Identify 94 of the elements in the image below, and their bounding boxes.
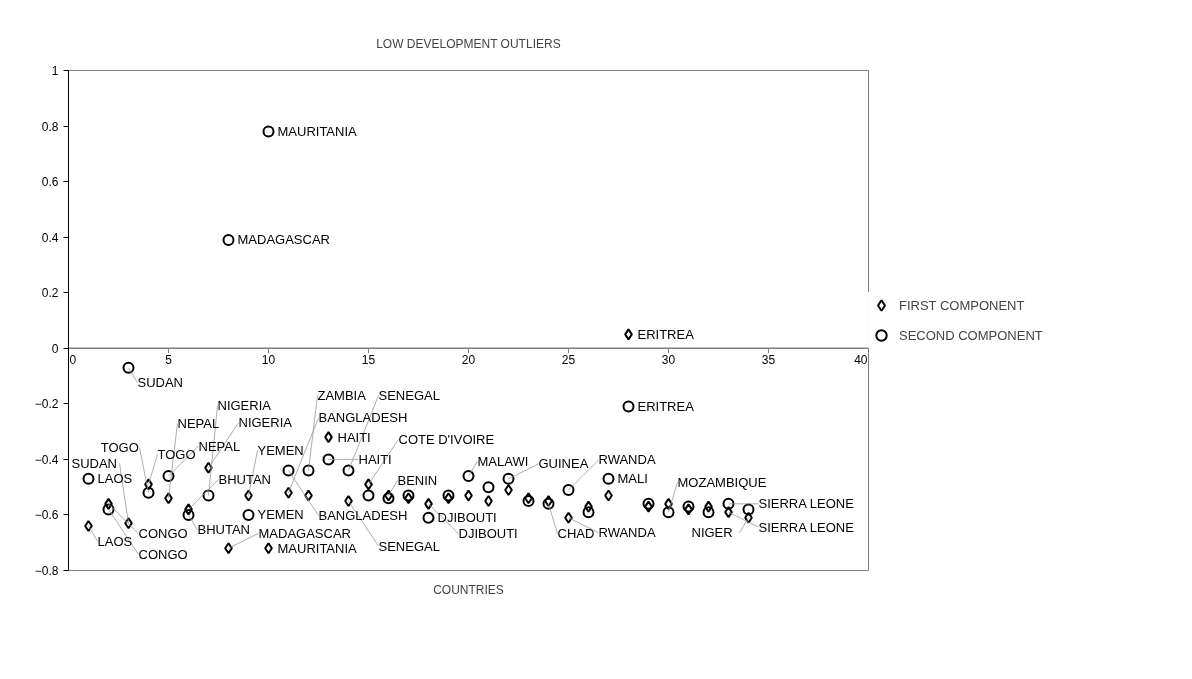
chart-title: LOW DEVELOPMENT OUTLIERS (376, 36, 561, 51)
annotation: ERITREA (637, 399, 695, 415)
point (562, 483, 575, 496)
point (202, 489, 215, 502)
annotation: SIERRA LEONE (758, 496, 855, 512)
point (362, 489, 375, 502)
annotation: YEMEN (257, 443, 304, 458)
annotation: CONGO (138, 546, 188, 562)
annotation: MALAWI (477, 453, 529, 469)
point (222, 233, 235, 246)
point (302, 464, 315, 477)
point (142, 486, 155, 499)
annotation: LAOS (97, 533, 133, 549)
annotation: BENIN (397, 473, 438, 488)
annotation: RWANDA (598, 525, 656, 541)
x-tick-label: 15 (361, 353, 376, 368)
point (462, 470, 475, 483)
y-tick-label: 0.2 (41, 286, 59, 301)
point (102, 503, 115, 516)
annotation: ERITREA (637, 326, 695, 342)
y-tick-label: 0.4 (41, 230, 59, 245)
x-tick-label: 35 (761, 353, 776, 368)
point (382, 492, 395, 505)
annotation: NIGER (691, 525, 733, 541)
x-axis-title: COUNTRIES (433, 582, 504, 597)
annotation: HAITI (337, 429, 371, 445)
annotation: BHUTAN (218, 471, 271, 487)
legend-label: FIRST COMPONENT (899, 297, 1025, 313)
y-tick-label: −0.4 (34, 452, 59, 467)
annotation: MOZAMBIQUE (677, 474, 767, 490)
annotation: BHUTAN (197, 522, 250, 538)
annotation: TOGO (100, 440, 139, 456)
y-tick-label: −0.2 (34, 397, 59, 412)
y-tick-label: 0 (51, 341, 59, 356)
point (162, 470, 175, 483)
x-tick-label: 10 (261, 353, 276, 368)
annotation: NIGERIA (217, 398, 272, 413)
point (662, 506, 675, 519)
point (422, 511, 435, 524)
y-tick-label: 0.6 (41, 175, 59, 190)
point (282, 464, 295, 477)
point (482, 481, 495, 494)
point (122, 361, 135, 374)
point (742, 503, 755, 516)
annotation: YEMEN (257, 507, 304, 523)
annotation: NEPAL (198, 438, 241, 454)
x-tick-label: 40 (854, 353, 868, 368)
annotation: GUINEA (538, 456, 589, 472)
annotation: NIGERIA (238, 415, 293, 431)
annotation: LAOS (97, 471, 133, 487)
x-tick-label: 0 (69, 353, 77, 368)
annotation: BANGLADESH (318, 410, 408, 426)
y-tick-label: −0.6 (34, 508, 59, 523)
point (502, 472, 515, 485)
y-tick-label: 0.8 (41, 119, 59, 134)
annotation: ZAMBIA (317, 388, 367, 403)
point (722, 497, 735, 510)
x-tick-label: 25 (561, 353, 576, 368)
annotation: TOGO (157, 446, 196, 462)
annotation: NEPAL (177, 415, 220, 431)
annotation: SENEGAL (378, 388, 440, 403)
annotation: DJIBOUTI (458, 526, 518, 542)
point (262, 125, 275, 138)
point (182, 508, 195, 521)
annotation: SUDAN (71, 455, 118, 471)
annotation: CONGO (138, 526, 188, 542)
point (322, 453, 335, 466)
point (702, 506, 715, 519)
annotation: RWANDA (598, 452, 656, 468)
annotation: DJIBOUTI (437, 510, 497, 526)
x-tick-label: 30 (661, 353, 676, 368)
annotation: MAURITANIA (277, 540, 358, 556)
annotation: MAURITANIA (277, 124, 358, 140)
annotation: BANGLADESH (318, 508, 408, 523)
annotation: MADAGASCAR (237, 232, 330, 248)
annotation: MADAGASCAR (258, 525, 351, 541)
x-tick-label: 20 (461, 353, 476, 368)
point (602, 472, 615, 485)
point (242, 508, 255, 521)
y-tick-label: 1 (51, 64, 59, 78)
annotation: MALI (617, 471, 648, 487)
annotation: SENEGAL (378, 538, 440, 554)
x-tick-label: 5 (165, 353, 173, 368)
point (342, 464, 355, 477)
point (622, 400, 635, 413)
annotation: CHAD (557, 526, 595, 542)
legend-label: SECOND COMPONENT (899, 327, 1043, 343)
annotation: COTE D'IVOIRE (398, 431, 495, 447)
annotation: SUDAN (137, 375, 184, 391)
point (582, 506, 595, 519)
annotation: SIERRA LEONE (758, 519, 855, 535)
annotation: HAITI (358, 451, 392, 467)
y-tick-label: −0.8 (34, 564, 59, 578)
point (82, 472, 95, 485)
